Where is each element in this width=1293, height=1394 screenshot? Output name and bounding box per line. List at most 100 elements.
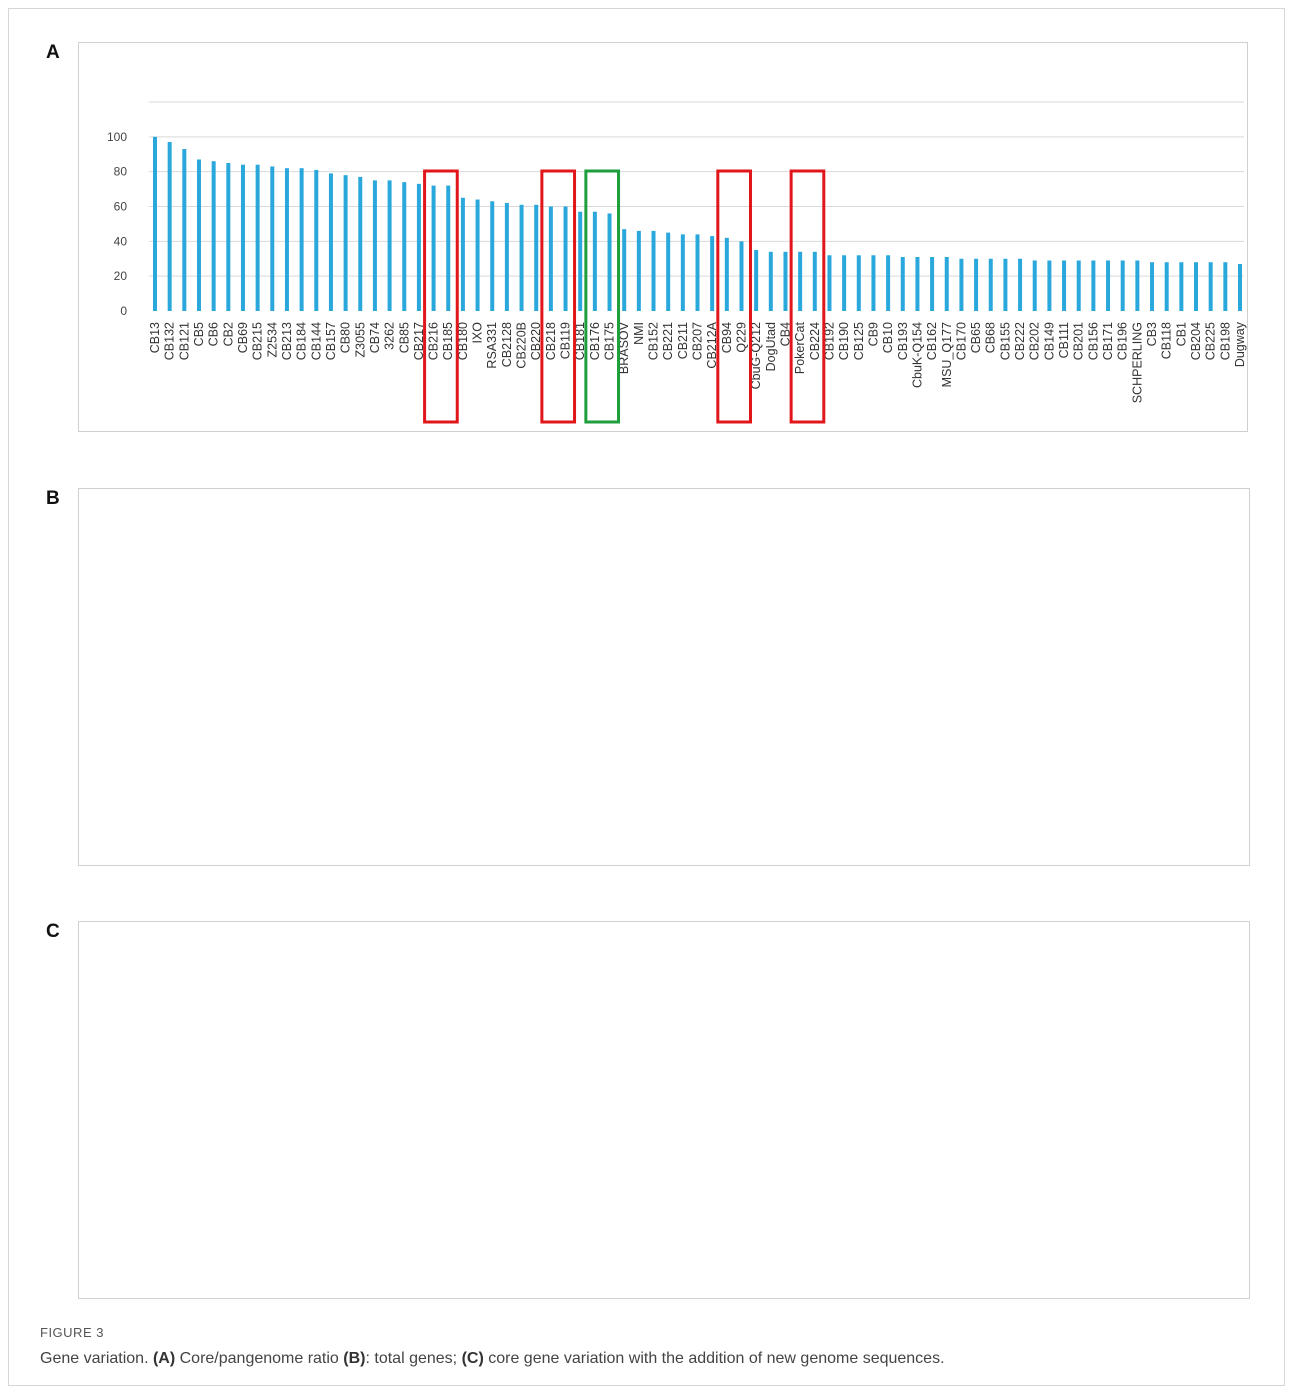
bar — [270, 166, 275, 311]
x-tick-label: CB1 — [1174, 322, 1188, 346]
x-tick-label: CB2 — [221, 322, 235, 346]
caption-text-c: core gene variation with the addition of… — [483, 1350, 945, 1367]
bar — [988, 258, 993, 311]
bar — [783, 251, 788, 311]
x-tick-label: DogUtad — [764, 322, 778, 371]
panel-c-frame — [78, 921, 1250, 1299]
bar — [196, 159, 201, 311]
bar — [446, 185, 451, 311]
x-tick-label: CB156 — [1086, 322, 1100, 360]
caption-tag-a: (A) — [152, 1350, 176, 1367]
x-tick-label: CB149 — [1042, 322, 1056, 360]
x-tick-label: CB94 — [720, 322, 734, 353]
x-tick-label: CB119 — [559, 322, 573, 359]
bar — [490, 201, 495, 311]
caption-tag-c: (C) — [461, 1350, 484, 1367]
x-tick-label: CB220B — [515, 322, 529, 369]
x-tick-label: CB225 — [1204, 322, 1218, 360]
x-tick-label: CB80 — [339, 322, 353, 353]
bar — [548, 206, 553, 311]
green-highlight-box — [584, 169, 621, 424]
x-tick-label: CB215 — [251, 322, 265, 360]
panel-label-b: B — [46, 488, 60, 509]
bar — [592, 211, 597, 311]
bar — [842, 255, 847, 311]
figure-caption: Gene variation. (A) Core/pangenome ratio… — [40, 1350, 945, 1368]
x-tick-label: CB13 — [148, 322, 162, 353]
x-tick-label: CB221 — [661, 322, 675, 360]
x-tick-label: IXO — [471, 322, 485, 344]
bar — [402, 182, 407, 311]
x-tick-label: CB3 — [1145, 322, 1159, 346]
x-tick-label: BRASOV — [617, 321, 631, 374]
bar — [680, 234, 685, 311]
x-tick-label: CB171 — [1101, 322, 1115, 360]
bar — [1150, 262, 1155, 311]
bar — [1238, 263, 1242, 311]
y-tick-label: 40 — [114, 234, 128, 248]
bar — [1135, 260, 1140, 311]
bar — [622, 229, 627, 311]
figure-frame — [8, 8, 1285, 1386]
x-tick-label: CB192 — [822, 322, 836, 360]
x-tick-label: CB202 — [1028, 322, 1042, 360]
caption-prefix: Gene variation. — [40, 1350, 153, 1367]
x-tick-label: CB198 — [1218, 322, 1232, 360]
bar — [1194, 262, 1199, 311]
bar — [930, 257, 935, 311]
x-tick-label: CB118 — [1160, 322, 1174, 359]
bar — [284, 168, 289, 311]
red-highlight-box — [789, 169, 826, 424]
bar — [255, 164, 260, 311]
x-tick-label: CB155 — [998, 322, 1012, 360]
x-tick-label: CB190 — [837, 322, 851, 360]
bar — [768, 251, 773, 311]
bar — [1106, 260, 1111, 311]
x-tick-label: CB68 — [984, 322, 998, 353]
x-tick-label: CbuG-Q212 — [749, 322, 763, 389]
x-tick-label: CB193 — [896, 322, 910, 360]
bar — [1003, 258, 1008, 311]
x-tick-label: CB196 — [1116, 322, 1130, 360]
x-tick-label: CB211 — [676, 322, 690, 359]
y-tick-label: 60 — [114, 200, 128, 214]
bar — [578, 211, 583, 311]
x-tick-label: CB10 — [881, 322, 895, 353]
bar — [240, 164, 245, 311]
x-tick-label: CB176 — [588, 322, 602, 360]
bar — [358, 176, 363, 311]
x-tick-label: CB162 — [925, 322, 939, 360]
caption-text-a: Core/pangenome ratio — [175, 1350, 344, 1367]
y-tick-label: 0 — [120, 304, 127, 318]
bar — [798, 251, 803, 311]
bar — [1223, 262, 1228, 311]
y-tick-label: 80 — [114, 165, 128, 179]
x-tick-label: CB65 — [969, 322, 983, 353]
x-tick-label: MSU_Q177 — [940, 322, 954, 387]
x-tick-label: CB217 — [412, 322, 426, 360]
x-tick-label: CB125 — [852, 322, 866, 360]
panel-label-a: A — [46, 42, 60, 63]
x-tick-label: Z3055 — [353, 322, 367, 357]
x-tick-label: CB121 — [177, 322, 191, 360]
y-tick-label: 100 — [107, 130, 127, 144]
bar — [372, 180, 377, 311]
bar — [299, 168, 304, 311]
x-tick-label: CB4 — [778, 322, 792, 346]
x-tick-label: CB180 — [456, 322, 470, 360]
x-tick-label: CB69 — [236, 322, 250, 353]
x-tick-label: CB207 — [691, 322, 705, 360]
x-tick-label: CB201 — [1072, 322, 1086, 360]
bar — [1208, 262, 1213, 311]
x-tick-label: CB218 — [544, 322, 558, 360]
bar — [387, 180, 392, 311]
bar — [812, 251, 817, 311]
bar — [1032, 260, 1037, 311]
bar — [1076, 260, 1081, 311]
x-tick-label: CB220 — [529, 322, 543, 360]
bar — [974, 258, 979, 311]
x-tick-label: CB111 — [1057, 322, 1071, 358]
bar — [710, 236, 715, 311]
x-tick-label: CB2128 — [500, 322, 514, 367]
x-tick-label: PokerCat — [793, 321, 807, 374]
